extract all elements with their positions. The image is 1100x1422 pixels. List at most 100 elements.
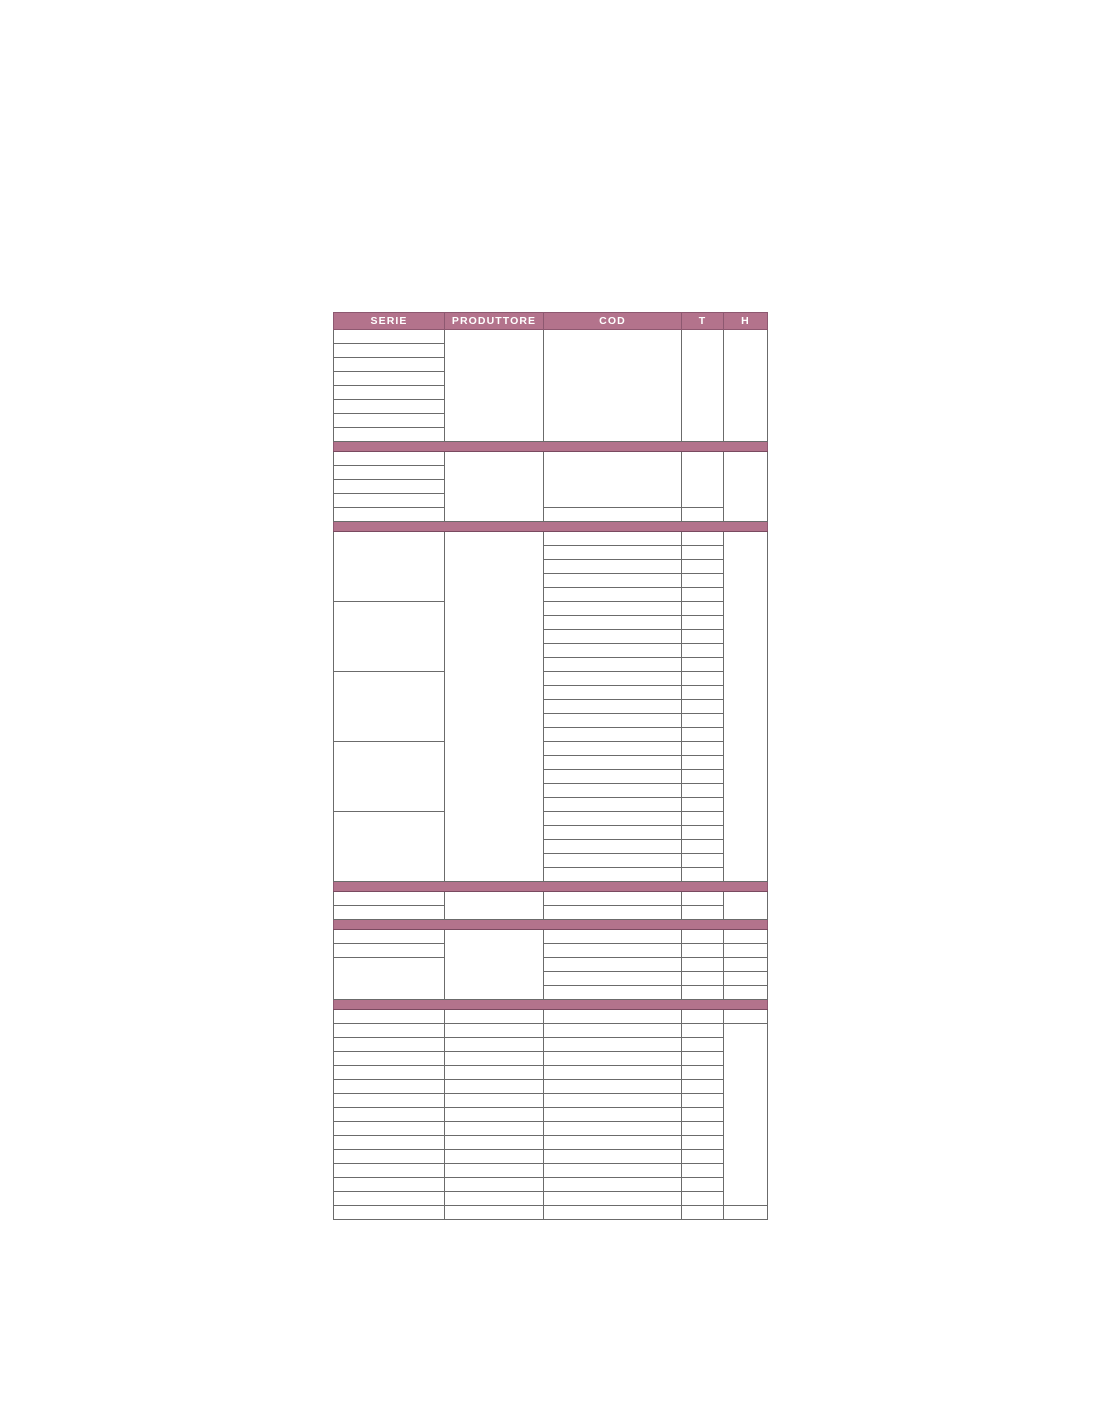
table-row <box>333 1079 768 1094</box>
cell-serie <box>333 671 445 742</box>
column-header-produttore: PRODUTTORE <box>444 312 544 330</box>
cell-t <box>681 957 724 972</box>
table-row <box>333 601 768 672</box>
table-row <box>333 1149 768 1164</box>
cell-serie <box>333 371 445 386</box>
cell-cod <box>543 1009 682 1024</box>
table-row <box>334 797 768 812</box>
cell-cod <box>543 1205 682 1220</box>
table-header: SERIE PRODUTTORE COD T H <box>333 312 768 330</box>
cell-cod <box>543 587 682 602</box>
cell-cod <box>543 671 682 686</box>
cell-t <box>681 671 724 686</box>
cell-t <box>681 905 724 920</box>
cell-serie <box>333 413 445 428</box>
table-row <box>333 1163 768 1178</box>
cell-serie <box>333 1191 445 1206</box>
cell-serie <box>333 479 445 494</box>
cell-t <box>681 1205 724 1220</box>
table-row <box>333 957 768 1000</box>
table-row <box>334 657 768 672</box>
cell-t <box>681 783 724 798</box>
cell-cod <box>543 783 682 798</box>
cell-cod <box>543 755 682 770</box>
cell-cod <box>543 573 682 588</box>
section-separator-band <box>333 999 768 1010</box>
cell-produttore <box>444 1093 544 1108</box>
cell-cod <box>543 643 682 658</box>
cell-cod <box>543 985 682 1000</box>
table-row <box>333 929 768 1000</box>
cell-produttore <box>444 1135 544 1150</box>
cell-t <box>681 1093 724 1108</box>
cell-t <box>681 507 724 522</box>
cell-produttore <box>444 531 544 882</box>
cell-serie <box>333 343 445 358</box>
separator-cell <box>333 999 768 1010</box>
cell-serie <box>333 1205 445 1220</box>
cell-t <box>681 929 724 944</box>
cell-cod <box>543 727 682 742</box>
cell-h <box>723 929 768 944</box>
cell-cod <box>543 629 682 644</box>
cell-serie <box>333 741 445 812</box>
cell-produttore <box>444 1079 544 1094</box>
cell-serie <box>333 531 445 602</box>
table-row <box>333 1121 768 1136</box>
cell-cod <box>543 1065 682 1080</box>
cell-cod <box>543 1093 682 1108</box>
cell-h <box>723 985 768 1000</box>
cell-t <box>681 971 724 986</box>
cell-cod <box>543 531 682 546</box>
cell-t <box>681 891 724 906</box>
cell-serie <box>333 507 445 522</box>
cell-serie <box>333 1163 445 1178</box>
cell-serie <box>333 357 445 372</box>
table-row <box>334 587 768 602</box>
table-row <box>333 1009 768 1024</box>
cell-cod <box>543 1191 682 1206</box>
cell-produttore <box>444 929 544 1000</box>
cell-cod <box>543 957 682 972</box>
cell-cod <box>543 601 682 616</box>
cell-produttore <box>444 891 544 920</box>
cell-cod <box>543 1135 682 1150</box>
cell-serie <box>333 493 445 508</box>
table-row <box>334 573 768 588</box>
cell-t <box>681 559 724 574</box>
cell-t <box>681 699 724 714</box>
cell-serie <box>333 385 445 400</box>
cell-cod <box>543 713 682 728</box>
cell-h <box>723 531 768 882</box>
cell-produttore <box>444 1191 544 1206</box>
separator-cell <box>333 919 768 930</box>
cell-produttore <box>444 1037 544 1052</box>
cell-t <box>681 601 724 616</box>
cell-cod <box>543 1121 682 1136</box>
cell-cod <box>543 853 682 868</box>
table-row <box>333 1051 768 1066</box>
cell-t <box>681 643 724 658</box>
cell-t <box>681 1121 724 1136</box>
cell-serie <box>333 1009 445 1024</box>
cell-cod <box>543 329 682 442</box>
table-row <box>333 507 768 522</box>
cell-serie <box>333 1149 445 1164</box>
section-separator-band <box>333 919 768 930</box>
cell-t <box>681 685 724 700</box>
cell-produttore <box>444 1009 544 1024</box>
cell-h <box>723 957 768 972</box>
cell-cod <box>543 1079 682 1094</box>
table-row <box>333 1205 768 1220</box>
table-row <box>333 1135 768 1150</box>
cell-t <box>681 615 724 630</box>
cell-h <box>723 329 768 442</box>
table-row <box>334 629 768 644</box>
cell-cod <box>543 769 682 784</box>
table-body <box>333 329 768 1220</box>
cell-cod <box>543 545 682 560</box>
cell-serie <box>333 465 445 480</box>
cell-cod <box>543 451 682 508</box>
cell-h <box>723 451 768 522</box>
cell-cod <box>543 1107 682 1122</box>
